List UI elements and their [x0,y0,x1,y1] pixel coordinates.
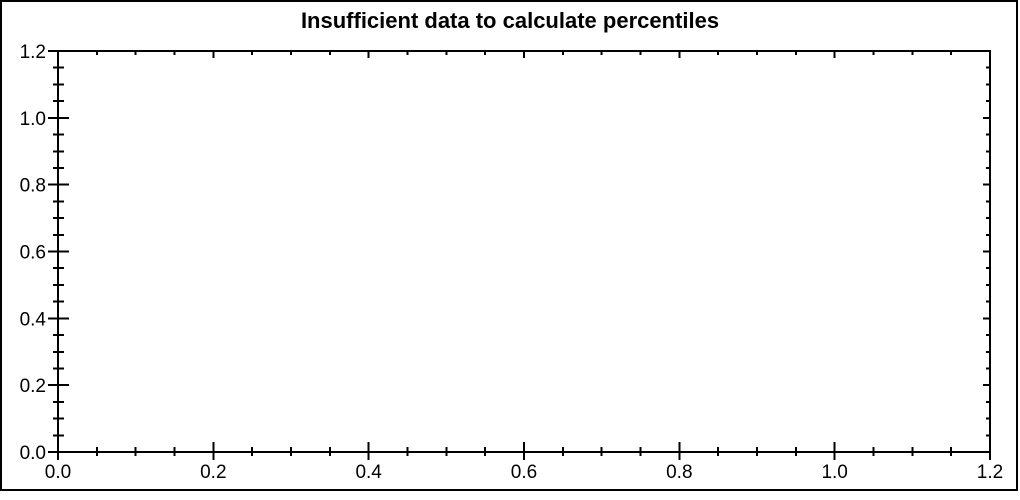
axis-tick-labels: 0.0 0.2 0.4 0.6 0.8 1.0 1.2 0.0 0.2 0.4 0.6 0.8 1.0 1… [20,42,1004,483]
y-tick-label: 1.2 [20,42,46,63]
x-tick-label: 0.4 [355,462,382,483]
y-tick-label: 0.4 [20,309,47,330]
y-tick-label: 1.0 [20,109,46,130]
y-tick-label: 0.6 [20,243,46,264]
x-tick-label: 0.2 [200,462,226,483]
plot-frame [57,50,991,453]
x-tick-label: 0.0 [45,462,71,483]
x-tick-label: 1.2 [977,462,1003,483]
x-tick-label: 1.0 [821,462,847,483]
axis-ticks [48,50,991,460]
y-tick-label: 0.0 [20,443,46,464]
y-tick-label: 0.8 [20,176,46,197]
x-tick-label: 0.8 [666,462,692,483]
chart-title: Insufficient data to calculate percentil… [301,8,719,33]
x-tick-label: 0.6 [511,462,537,483]
y-tick-label: 0.2 [20,376,46,397]
